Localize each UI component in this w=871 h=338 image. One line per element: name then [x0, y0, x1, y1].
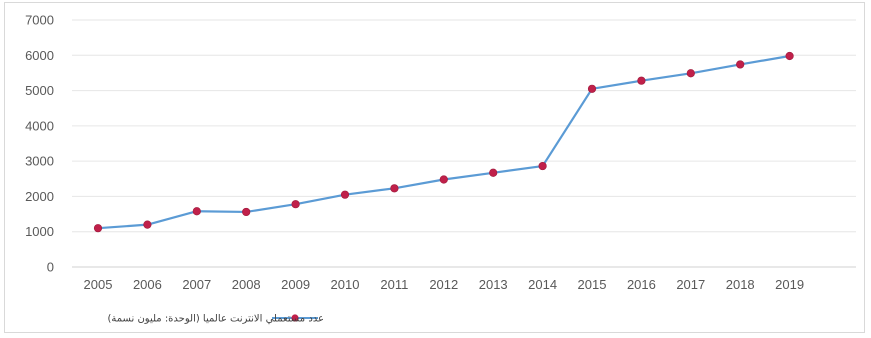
- data-point-2007: [192, 207, 201, 216]
- y-tick-label: 7000: [25, 13, 54, 28]
- data-point-2016: [637, 76, 646, 85]
- data-point-2013: [489, 168, 498, 177]
- x-tick-label: 2010: [331, 277, 360, 292]
- y-tick-label: 5000: [25, 83, 54, 98]
- legend: عدد مستعملي الانترنت عالميا (الوحدة: ملي…: [108, 314, 324, 325]
- data-point-2009: [291, 200, 300, 209]
- gridlines: [72, 19, 856, 268]
- data-point-2015: [587, 84, 597, 93]
- chart-frame: [4, 2, 865, 333]
- y-tick-label: 4000: [25, 118, 54, 133]
- y-tick-label: 1000: [25, 224, 54, 239]
- legend-label: عدد مستعملي الانترنت عالميا (الوحدة: ملي…: [108, 314, 324, 325]
- x-tick-label: 2017: [676, 277, 705, 292]
- data-point-2012: [439, 175, 448, 184]
- x-tick-label: 2008: [232, 277, 261, 292]
- y-tick-label: 6000: [25, 48, 54, 63]
- x-tick-label: 2012: [429, 277, 458, 292]
- x-tick-label: 2015: [578, 277, 607, 292]
- x-tick-label: 2018: [726, 277, 755, 292]
- data-point-2017: [686, 69, 695, 78]
- x-tick-label: 2019: [775, 277, 804, 292]
- data-point-2018: [736, 60, 745, 69]
- data-point-2006: [143, 220, 152, 229]
- data-point-2008: [242, 207, 251, 217]
- series-layer: [93, 51, 794, 233]
- data-point-2005: [93, 224, 103, 233]
- x-tick-label: 2014: [528, 277, 557, 292]
- x-tick-label: 2009: [281, 277, 310, 292]
- data-point-2019: [785, 51, 794, 61]
- data-point-2014: [538, 161, 547, 171]
- y-tick-label: 0: [47, 260, 54, 275]
- x-tick-label: 2011: [380, 277, 408, 292]
- x-tick-label: 2016: [627, 277, 656, 292]
- y-axis-ticks: 0 1000 2000 3000 4000 5000 6000 7000: [25, 13, 54, 275]
- x-tick-label: 2013: [479, 277, 508, 292]
- data-point-2010: [340, 190, 350, 199]
- y-tick-label: 3000: [25, 154, 54, 169]
- x-tick-label: 2007: [182, 277, 211, 292]
- legend-marker: [291, 314, 299, 322]
- x-tick-label: 2006: [133, 277, 162, 292]
- x-axis-ticks: 2005 2006 2007 2008 2009 2010 2011 2012 2013 2014…: [84, 277, 805, 292]
- x-tick-label: 2005: [84, 277, 113, 292]
- data-point-2011: [390, 184, 399, 193]
- series-line: [97, 54, 790, 230]
- y-tick-label: 2000: [25, 189, 54, 204]
